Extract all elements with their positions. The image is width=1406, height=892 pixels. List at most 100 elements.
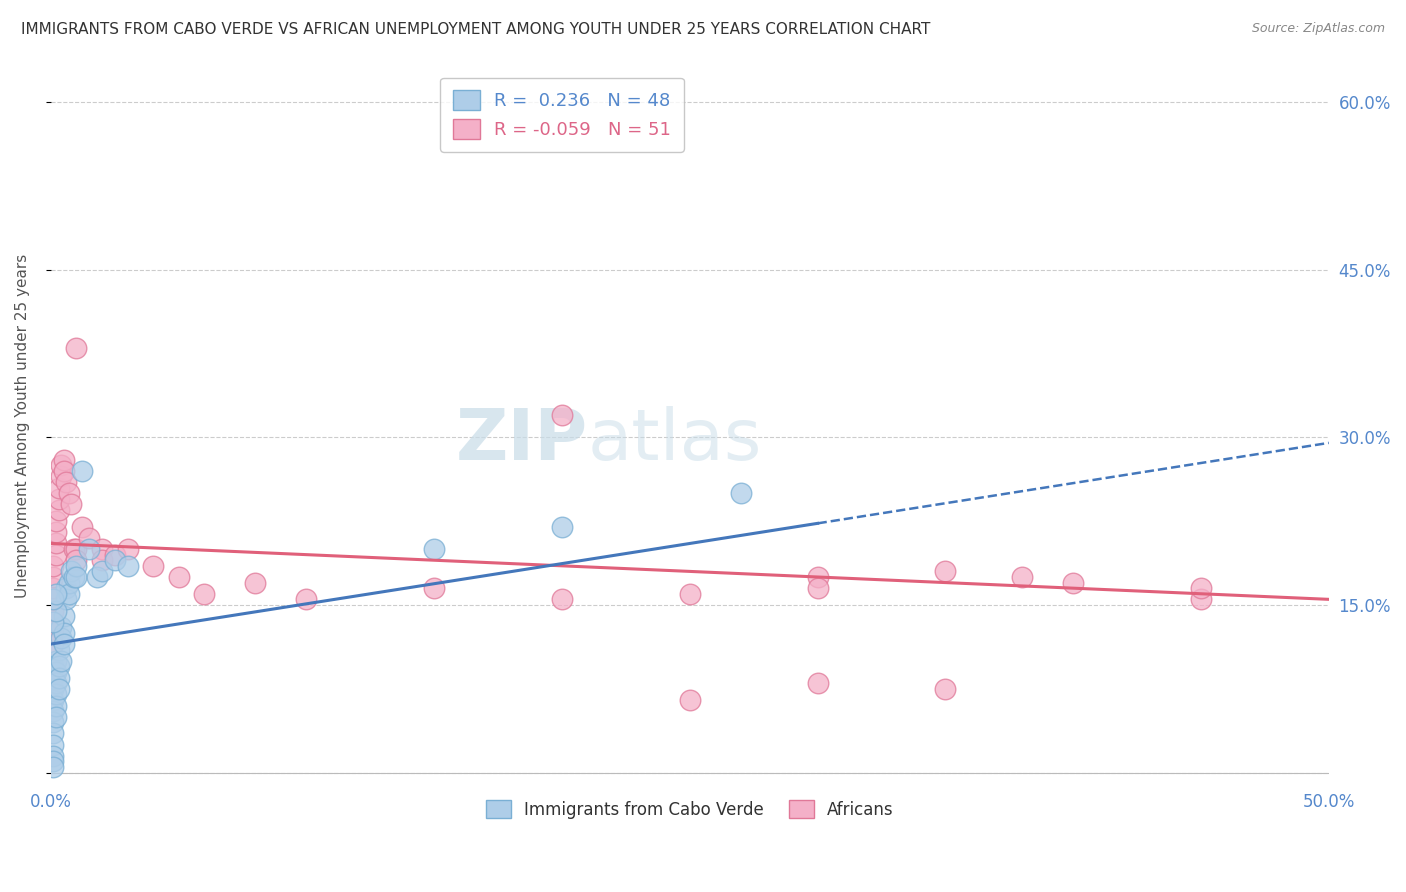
- Point: [295, 592, 318, 607]
- Point: [42, 570, 65, 584]
- Point: [63, 542, 86, 557]
- Point: [551, 519, 574, 533]
- Point: [679, 693, 702, 707]
- Point: [104, 548, 127, 562]
- Point: [42, 581, 65, 595]
- Point: [423, 581, 446, 595]
- Point: [48, 671, 70, 685]
- Point: [65, 542, 87, 557]
- Point: [42, 760, 65, 774]
- Point: [245, 575, 267, 590]
- Point: [48, 481, 70, 495]
- Text: Source: ZipAtlas.com: Source: ZipAtlas.com: [1251, 22, 1385, 36]
- Point: [49, 620, 72, 634]
- Point: [117, 558, 139, 573]
- Point: [63, 570, 86, 584]
- Point: [42, 755, 65, 769]
- Y-axis label: Unemployment Among Youth under 25 years: Unemployment Among Youth under 25 years: [15, 254, 30, 599]
- Point: [42, 726, 65, 740]
- Point: [42, 637, 65, 651]
- Point: [45, 654, 67, 668]
- Point: [91, 565, 114, 579]
- Point: [91, 542, 114, 557]
- Point: [934, 681, 956, 696]
- Point: [679, 587, 702, 601]
- Point: [42, 603, 65, 617]
- Point: [52, 609, 75, 624]
- Point: [934, 565, 956, 579]
- Point: [42, 659, 65, 673]
- Point: [58, 587, 80, 601]
- Point: [45, 514, 67, 528]
- Point: [65, 570, 87, 584]
- Point: [48, 503, 70, 517]
- Point: [52, 464, 75, 478]
- Point: [45, 536, 67, 550]
- Legend: Immigrants from Cabo Verde, Africans: Immigrants from Cabo Verde, Africans: [479, 794, 900, 825]
- Point: [58, 486, 80, 500]
- Point: [48, 491, 70, 506]
- Point: [423, 542, 446, 557]
- Point: [42, 592, 65, 607]
- Point: [42, 681, 65, 696]
- Point: [42, 625, 65, 640]
- Point: [86, 570, 108, 584]
- Point: [730, 486, 752, 500]
- Point: [193, 587, 215, 601]
- Point: [77, 531, 100, 545]
- Point: [42, 738, 65, 752]
- Point: [70, 519, 93, 533]
- Point: [45, 665, 67, 679]
- Point: [60, 497, 83, 511]
- Point: [55, 581, 77, 595]
- Point: [167, 570, 190, 584]
- Point: [1062, 575, 1084, 590]
- Point: [45, 676, 67, 690]
- Point: [45, 709, 67, 723]
- Point: [45, 548, 67, 562]
- Text: atlas: atlas: [588, 406, 762, 475]
- Point: [48, 681, 70, 696]
- Point: [48, 659, 70, 673]
- Point: [55, 475, 77, 489]
- Point: [70, 464, 93, 478]
- Point: [49, 632, 72, 646]
- Point: [807, 581, 830, 595]
- Point: [49, 654, 72, 668]
- Point: [65, 553, 87, 567]
- Point: [45, 587, 67, 601]
- Point: [42, 615, 65, 629]
- Point: [45, 687, 67, 701]
- Point: [551, 592, 574, 607]
- Point: [142, 558, 165, 573]
- Point: [117, 542, 139, 557]
- Point: [58, 575, 80, 590]
- Point: [42, 715, 65, 730]
- Point: [52, 452, 75, 467]
- Point: [49, 458, 72, 473]
- Point: [42, 748, 65, 763]
- Point: [807, 676, 830, 690]
- Text: IMMIGRANTS FROM CABO VERDE VS AFRICAN UNEMPLOYMENT AMONG YOUTH UNDER 25 YEARS CO: IMMIGRANTS FROM CABO VERDE VS AFRICAN UN…: [21, 22, 931, 37]
- Point: [1189, 581, 1212, 595]
- Point: [45, 525, 67, 540]
- Point: [1011, 570, 1033, 584]
- Point: [52, 625, 75, 640]
- Point: [49, 469, 72, 483]
- Point: [65, 558, 87, 573]
- Point: [42, 671, 65, 685]
- Point: [551, 408, 574, 422]
- Point: [45, 698, 67, 713]
- Text: ZIP: ZIP: [456, 406, 588, 475]
- Point: [42, 558, 65, 573]
- Point: [91, 553, 114, 567]
- Point: [42, 704, 65, 718]
- Point: [55, 592, 77, 607]
- Point: [42, 693, 65, 707]
- Point: [807, 570, 830, 584]
- Point: [48, 642, 70, 657]
- Point: [45, 603, 67, 617]
- Point: [60, 565, 83, 579]
- Point: [65, 341, 87, 355]
- Point: [42, 615, 65, 629]
